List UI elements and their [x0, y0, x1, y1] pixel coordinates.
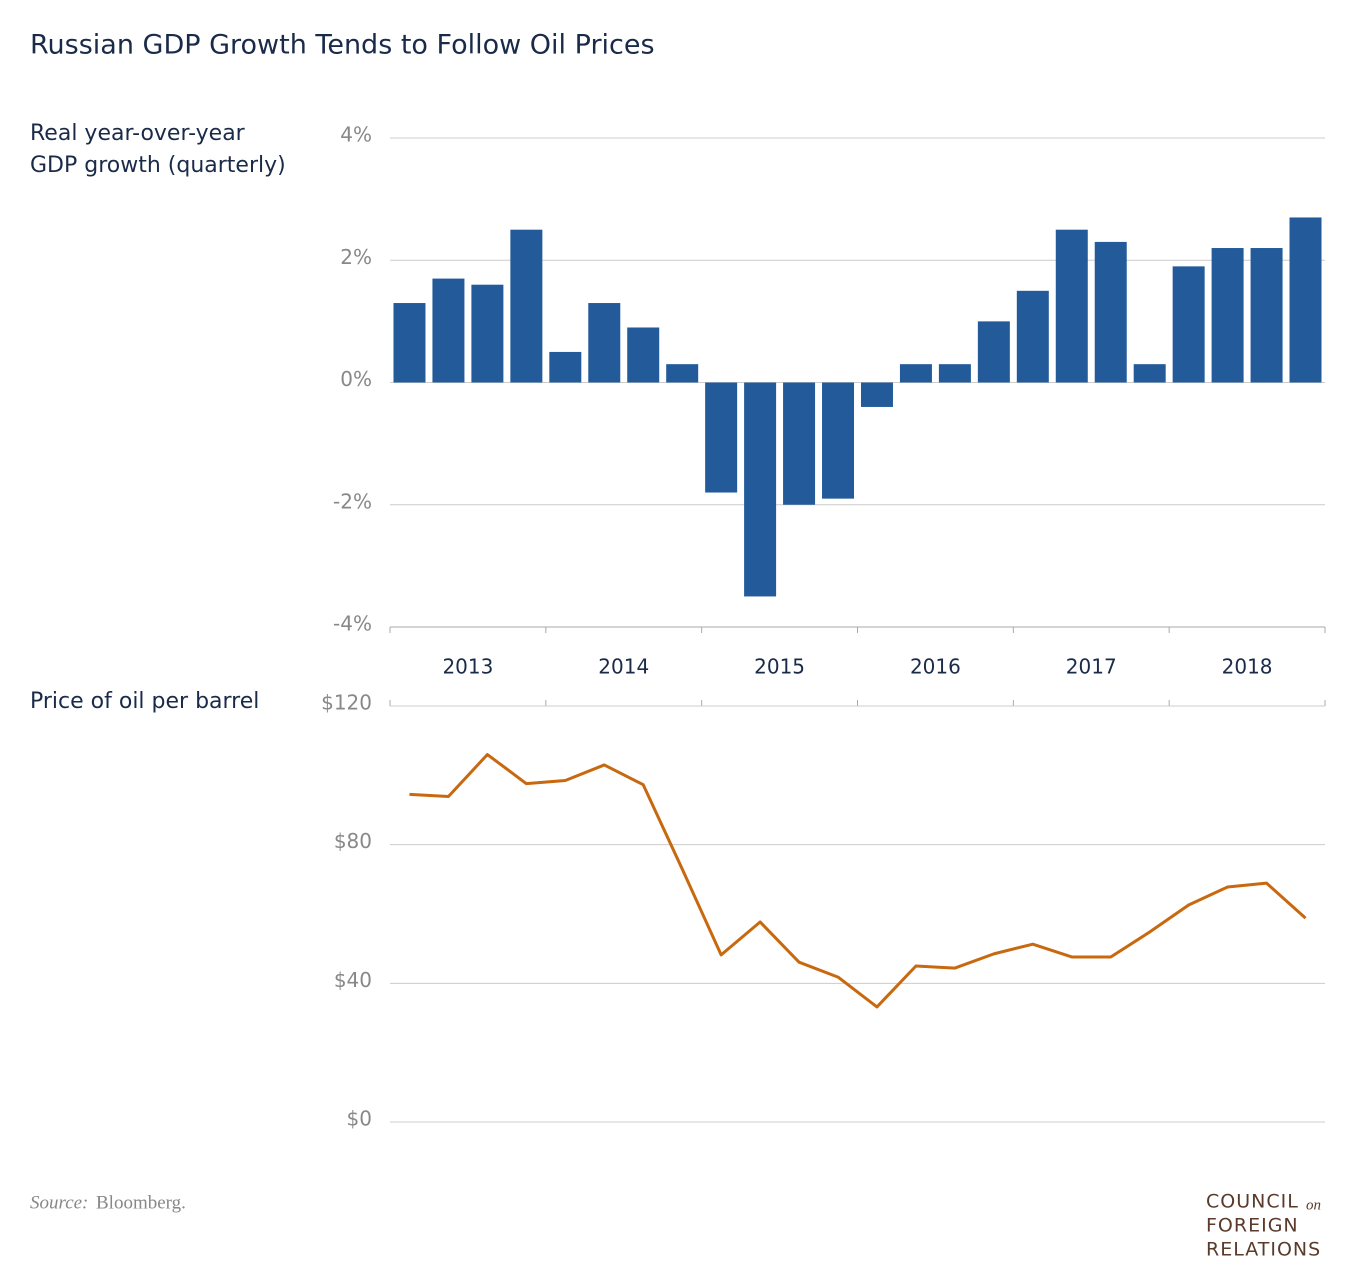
bar: [510, 229, 543, 383]
bar: [549, 351, 582, 383]
bar: [1250, 248, 1283, 383]
chart-title: Russian GDP Growth Tends to Follow Oil P…: [30, 30, 655, 61]
y-axis-label: GDP growth (quarterly): [30, 153, 286, 178]
bar: [471, 284, 504, 383]
bar: [393, 303, 426, 383]
bar: [977, 321, 1010, 383]
bar: [1133, 364, 1166, 383]
y-tick-label: -4%: [333, 612, 372, 636]
bar: [1172, 266, 1205, 383]
bar: [705, 382, 738, 493]
bar: [627, 327, 660, 383]
y-tick-label: $80: [334, 829, 372, 853]
logo-line: FOREIGN: [1206, 1215, 1299, 1237]
y-axis-label: Price of oil per barrel: [30, 689, 259, 714]
x-tick-label: 2014: [598, 655, 649, 679]
bar: [1055, 229, 1088, 383]
logo-on: on: [1306, 1197, 1321, 1213]
y-tick-label: 4%: [340, 123, 372, 147]
bar: [860, 382, 893, 407]
x-tick-label: 2013: [442, 655, 493, 679]
bar: [588, 303, 621, 383]
y-tick-label: $120: [321, 691, 372, 715]
y-tick-label: $40: [334, 968, 372, 992]
bar: [666, 364, 699, 383]
bar: [938, 364, 971, 383]
source-prefix: Source:: [30, 1192, 88, 1213]
x-tick-label: 2017: [1066, 655, 1117, 679]
y-axis-label: Real year-over-year: [30, 121, 246, 146]
bar: [432, 278, 465, 383]
logo-line: COUNCIL: [1206, 1191, 1299, 1213]
x-tick-label: 2016: [910, 655, 961, 679]
line: [409, 753, 1307, 1009]
x-tick-label: 2018: [1222, 655, 1273, 679]
y-tick-label: 2%: [340, 245, 372, 269]
x-tick-label: 2015: [754, 655, 805, 679]
logo-line: RELATIONS: [1206, 1239, 1321, 1261]
bar: [1289, 217, 1322, 383]
bar: [744, 382, 777, 597]
bar: [899, 364, 932, 383]
y-tick-label: -2%: [333, 489, 372, 513]
y-tick-label: $0: [347, 1107, 372, 1131]
bar: [1016, 290, 1049, 383]
bar: [822, 382, 855, 499]
bar: [1211, 248, 1244, 383]
y-tick-label: 0%: [340, 367, 372, 391]
source-text: Bloomberg.: [96, 1192, 186, 1213]
bar: [1094, 241, 1127, 383]
bar: [783, 382, 816, 505]
